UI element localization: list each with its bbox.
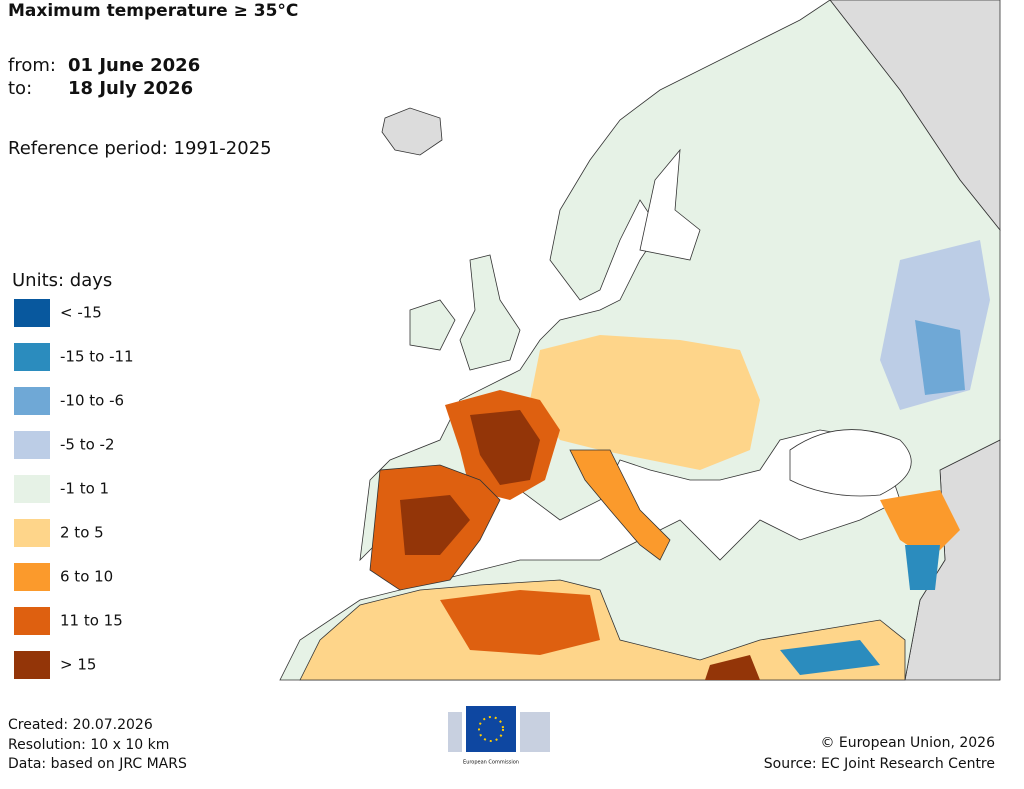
legend-label: -1 to 1 [60,480,109,498]
source: Source: EC Joint Research Centre [764,756,995,772]
legend-swatch [14,607,50,635]
anomaly-over-15 [705,655,760,680]
anomaly-2-5 [530,335,760,470]
anomaly-6-10 [880,490,960,560]
legend-label: -5 to -2 [60,436,115,454]
legend-label: 6 to 10 [60,568,113,586]
legend-label: -15 to -11 [60,348,134,366]
anomaly-over-15 [470,410,540,485]
anomaly-over-15 [400,495,470,555]
legend-label: 2 to 5 [60,524,104,542]
legend-title: Units: days [12,270,112,291]
legend-label: -10 to -6 [60,392,124,410]
data-source: Data: based on JRC MARS [8,756,187,772]
legend-label: < -15 [60,304,102,322]
to-date: 18 July 2026 [68,78,193,99]
legend-swatch [14,519,50,547]
legend-swatch [14,651,50,679]
legend-swatch [14,431,50,459]
legend-label: > 15 [60,656,96,674]
iceland [381,107,443,156]
italy [569,449,671,561]
legend-label: 11 to 15 [60,612,123,630]
black-sea [789,429,912,497]
to-label: to: [8,78,32,99]
legend: < -15 -15 to -11 -10 to -6 -5 to -2 -1 to 1 2… [14,299,134,679]
legend-swatch [14,299,50,327]
anomaly-blue [780,640,880,675]
great-britain [459,254,521,371]
anomaly-blue [915,320,965,395]
logo: European Commission [448,706,550,766]
legend-swatch [14,343,50,371]
legend-swatch [14,563,50,591]
legend-swatch [14,387,50,415]
baltic-sea [639,148,701,261]
created: Created: 20.07.2026 [8,717,153,733]
anomaly-blue [905,545,940,590]
from-label: from: [8,55,56,76]
legend-swatch [14,475,50,503]
copyright: © European Union, 2026 [820,735,995,751]
resolution: Resolution: 10 x 10 km [8,737,169,753]
map [279,0,1001,681]
reference-period: Reference period: 1991-2025 [8,138,272,159]
anomaly-11-15 [440,590,600,655]
from-date: 01 June 2026 [68,55,200,76]
map-title: Maximum temperature ≥ 35°C [8,1,298,21]
ireland [409,299,456,351]
logo-text: European Commission [463,760,519,766]
